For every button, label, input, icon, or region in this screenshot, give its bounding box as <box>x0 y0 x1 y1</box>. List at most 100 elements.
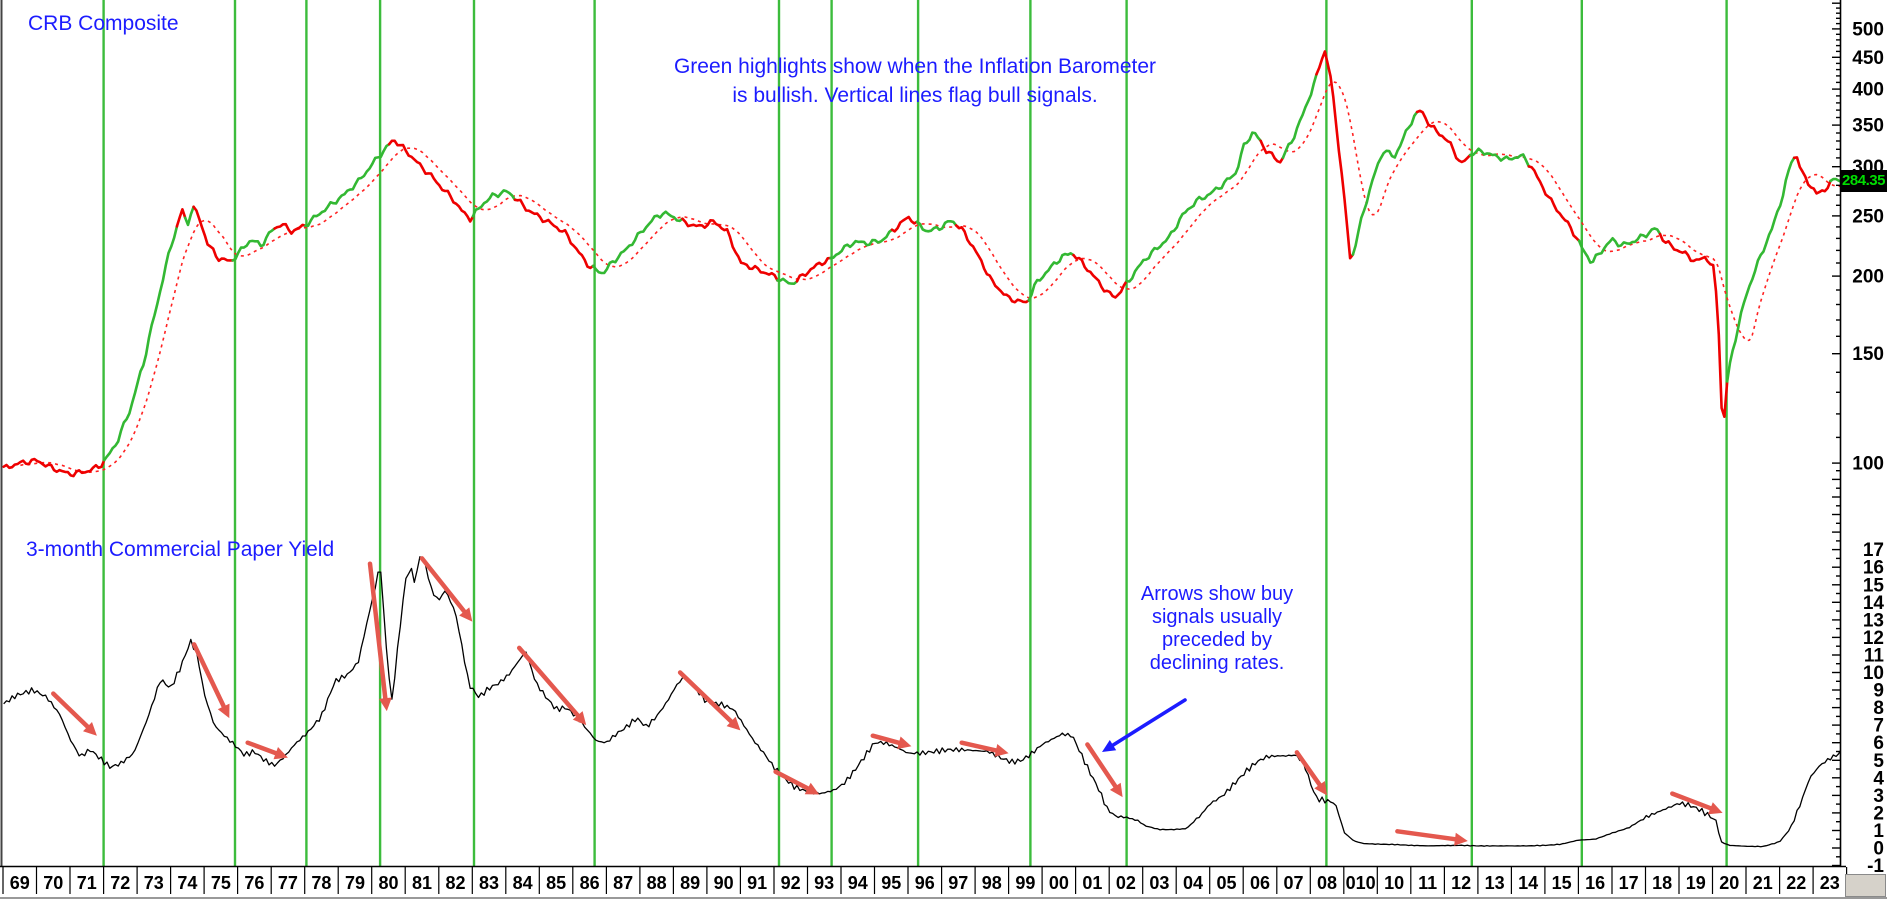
declining-rate-arrow <box>419 556 473 622</box>
year-label: 92 <box>781 873 801 893</box>
year-label: 73 <box>144 873 164 893</box>
year-label: 89 <box>680 873 700 893</box>
year-label: 21 <box>1753 873 1773 893</box>
crb-bull-segment <box>915 220 958 233</box>
year-label: 91 <box>747 873 767 893</box>
crb-bear-segment <box>1792 156 1832 195</box>
year-label: 72 <box>110 873 130 893</box>
declining-rate-arrow <box>773 769 820 795</box>
axis-label: 500 <box>1852 19 1884 40</box>
year-label: 02 <box>1116 873 1136 893</box>
year-label: 16 <box>1585 873 1605 893</box>
declining-rate-arrow <box>959 740 1009 757</box>
crb-bear-segment <box>795 256 832 283</box>
year-label: 80 <box>378 873 398 893</box>
year-label: 12 <box>1451 873 1471 893</box>
buy-note-pointer-arrow <box>1102 698 1187 752</box>
year-label: 94 <box>848 873 868 893</box>
year-label: 00 <box>1049 873 1069 893</box>
axis-label: 11 <box>1864 646 1885 667</box>
crb-bear-segment <box>192 205 234 263</box>
year-label: 71 <box>77 873 97 893</box>
year-label: 07 <box>1283 873 1303 893</box>
year-label: 76 <box>244 873 264 893</box>
buy-note-line1: Arrows show buy <box>1140 583 1294 605</box>
axis-label: 8 <box>1873 698 1884 719</box>
year-label: 22 <box>1786 873 1806 893</box>
year-label: 03 <box>1149 873 1169 893</box>
buy-note-line4: declining rates. <box>1149 652 1285 674</box>
crb-bear-segment <box>175 208 187 228</box>
year-label: 84 <box>513 873 533 893</box>
declining-rate-arrow <box>245 740 288 760</box>
year-label: 14 <box>1518 873 1538 893</box>
corner-status-box <box>1845 874 1886 897</box>
year-label: 17 <box>1619 873 1639 893</box>
crb-bull-segment <box>776 277 799 285</box>
declining-rate-arrow <box>1294 750 1327 796</box>
year-label: 96 <box>915 873 935 893</box>
year-label: 19 <box>1686 873 1706 893</box>
axis-label: 3 <box>1873 786 1884 807</box>
year-label: 93 <box>814 873 834 893</box>
year-label: 70 <box>43 873 63 893</box>
year-label: 08 <box>1317 873 1337 893</box>
year-label: 81 <box>412 873 432 893</box>
crb-bull-segment <box>829 228 894 260</box>
year-label: 10 <box>1384 873 1404 893</box>
axis-label: 250 <box>1852 206 1884 227</box>
axis-label: 4 <box>1873 768 1884 789</box>
buy-signals-note: Arrows show buy signals usually preceded… <box>1117 583 1317 675</box>
axis-label: 10 <box>1863 663 1884 684</box>
crb-bull-segment <box>1125 131 1262 283</box>
buy-note-line3: preceded by <box>1161 629 1273 651</box>
year-label: 75 <box>211 873 231 893</box>
year-label: 99 <box>1015 873 1035 893</box>
year-axis: 69 70 71 72 73 74 75 76 77 78 79 80 81 82 83 84 85 86 87 88… <box>0 865 1887 899</box>
axis-label: 9 <box>1873 681 1884 702</box>
last-price-badge: 284.35 <box>1840 170 1887 192</box>
year-label: 83 <box>479 873 499 893</box>
year-label: 90 <box>714 873 734 893</box>
crb-bull-segment <box>1468 147 1531 168</box>
year-label: 87 <box>613 873 633 893</box>
year-label: 86 <box>580 873 600 893</box>
axis-label: 0 <box>1873 839 1884 860</box>
yield-series <box>3 556 1841 848</box>
year-label: 15 <box>1552 873 1572 893</box>
crb-bear-segment <box>1072 253 1128 299</box>
crb-bull-segment <box>304 142 391 228</box>
crb-bear-segment <box>1527 165 1581 243</box>
year-label: 98 <box>982 873 1002 893</box>
crb-bull-segment <box>1351 110 1419 256</box>
crb-bear-segment <box>1415 109 1472 164</box>
declining-rate-arrow <box>367 561 392 712</box>
top-panel-title: CRB Composite <box>28 12 179 35</box>
axis-label: 14 <box>1863 593 1885 614</box>
axis-label: 7 <box>1873 716 1884 737</box>
declining-rate-arrow <box>51 691 97 736</box>
year-label: 05 <box>1216 873 1236 893</box>
crb-bull-segment <box>1577 227 1662 264</box>
inflation-barometer-note: Green highlights show when the Inflation… <box>520 52 1310 110</box>
crb-bull-segment <box>231 227 276 262</box>
declining-rate-arrow <box>1670 791 1723 815</box>
right-axis: 5004504003503002502001501001716151413121… <box>1832 0 1884 877</box>
axis-label: -1 <box>1867 856 1884 877</box>
crb-bull-segment <box>183 205 195 227</box>
buy-note-line2: signals usually <box>1151 606 1283 628</box>
crb-bear-segment <box>681 217 779 282</box>
axis-label: 150 <box>1852 344 1884 365</box>
crb-bear-segment <box>1658 232 1729 418</box>
crb-bear-segment <box>890 215 919 233</box>
crb-bear-segment <box>513 198 595 270</box>
year-label: 11 <box>1418 873 1437 893</box>
axis-label: 16 <box>1863 558 1884 579</box>
crb-bull-segment <box>1829 177 1842 183</box>
year-label: 77 <box>278 873 298 893</box>
axis-label: 15 <box>1863 575 1885 596</box>
declining-rate-arrow <box>516 645 587 726</box>
axis-label: 100 <box>1852 454 1884 475</box>
